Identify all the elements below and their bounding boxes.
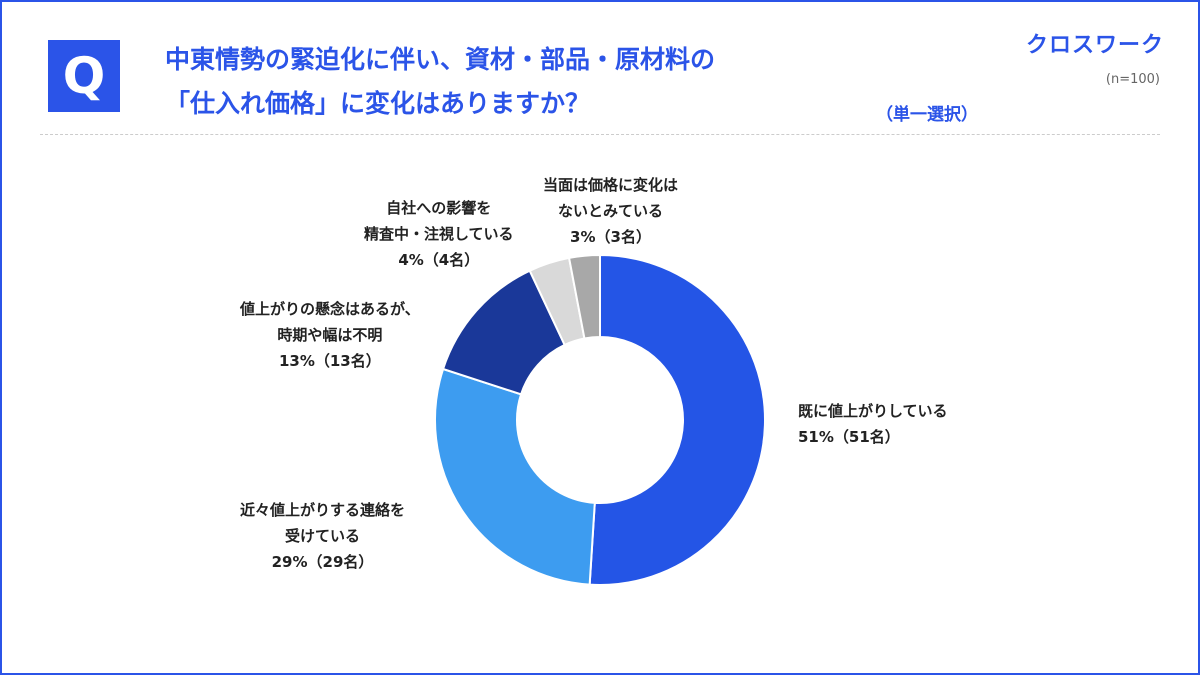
slice-label-2: 値上がりの懸念はあるが、 時期や幅は不明 13%（13名） [240, 296, 420, 374]
donut-slice-4 [567, 253, 601, 340]
slice-label-3: 自社への影響を 精査中・注視している 4%（4名） [364, 195, 514, 273]
donut-slice-0 [588, 253, 766, 586]
slice-2-label-line-1: 値上がりの懸念はあるが、 [240, 300, 420, 318]
question-title: 中東情勢の緊迫化に伴い、資材・部品・原材料の 「仕入れ価格」に変化はありますか？ [165, 38, 885, 126]
slice-label-1: 近々値上がりする連絡を 受けている 29%（29名） [240, 497, 405, 575]
slice-3-label-line-2: 精査中・注視している [364, 225, 514, 243]
slice-4-label-line-2: ないとみている [558, 202, 664, 220]
sample-size: (n=100) [1105, 72, 1160, 87]
slice-2-value-label: 13%（13名） [278, 352, 381, 370]
question-title-line-1: 中東情勢の緊迫化に伴い、資材・部品・原材料の [165, 45, 716, 74]
question-title-line-2: 「仕入れ価格」に変化はありますか？ [165, 89, 591, 118]
slice-1-label-line-2: 受けている [285, 527, 361, 545]
donut-slice-1 [434, 367, 596, 586]
slice-2-label-line-2: 時期や幅は不明 [277, 326, 383, 344]
slice-4-label-line-1: 当面は価格に変化は [543, 176, 679, 194]
slice-3-label-line-1: 自社への影響を [386, 199, 492, 217]
header-divider [40, 134, 1160, 135]
slice-1-value-label: 29%（29名） [271, 553, 374, 571]
slice-1-label-line-1: 近々値上がりする連絡を [240, 501, 406, 519]
slice-3-value-label: 4%（4名） [398, 251, 480, 269]
slice-0-label-line-1: 既に値上がりしている [798, 402, 948, 420]
slice-label-0: 既に値上がりしている 51%（51名） [798, 398, 948, 450]
brand-logo: クロスワーク [1025, 33, 1164, 58]
slice-0-value-label: 51%（51名） [798, 428, 900, 446]
question-badge: Q [48, 40, 120, 112]
slice-4-value-label: 3%（3名） [570, 228, 651, 246]
selection-type: （単一選択） [876, 105, 978, 125]
slice-label-4: 当面は価格に変化は ないとみている 3%（3名） [543, 172, 678, 250]
